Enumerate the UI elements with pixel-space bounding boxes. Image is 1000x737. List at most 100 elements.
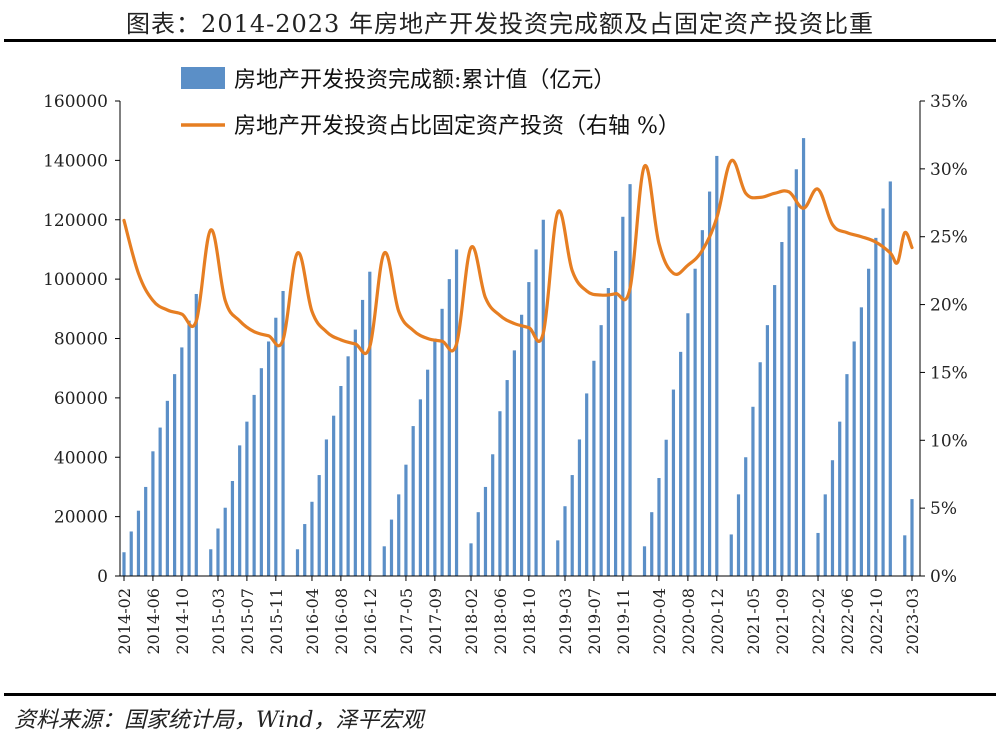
- x-tick-label: 2023-03: [903, 588, 922, 654]
- bar: [389, 519, 394, 576]
- bar: [838, 421, 842, 577]
- bar: [281, 291, 285, 576]
- bar: [534, 249, 538, 576]
- legend-bar-swatch: [181, 67, 225, 89]
- x-tick-label: 2020-12: [708, 588, 727, 654]
- right-tick-label: 15%: [930, 363, 968, 383]
- right-tick-label: 0%: [930, 567, 957, 587]
- left-tick-label: 0: [97, 567, 108, 587]
- bar: [592, 360, 596, 576]
- x-tick-label: 2020-04: [650, 588, 669, 654]
- bar: [830, 460, 835, 576]
- x-tick-label: 2018-10: [520, 588, 539, 654]
- bar: [773, 285, 777, 576]
- bar: [903, 535, 907, 576]
- bar: [180, 347, 184, 576]
- bar: [686, 313, 690, 576]
- bar: [671, 389, 676, 576]
- x-tick-label: 2015-07: [238, 588, 257, 654]
- bar: [216, 528, 220, 576]
- x-tick-label: 2022-10: [867, 588, 886, 654]
- ratio-line: [122, 158, 914, 355]
- bar: [736, 494, 741, 576]
- x-tick-label: 2019-11: [614, 588, 633, 654]
- x-tick-label: 2014-10: [173, 588, 192, 654]
- bar: [418, 399, 422, 576]
- bar: [209, 549, 213, 576]
- bar: [657, 478, 661, 576]
- bar: [758, 362, 762, 576]
- bar: [801, 138, 806, 577]
- x-tick-label: 2022-02: [809, 588, 828, 654]
- bar: [238, 445, 242, 577]
- bar: [787, 206, 791, 576]
- bar: [382, 546, 386, 576]
- bar: [715, 155, 719, 577]
- x-tick-label: 2019-07: [585, 588, 604, 654]
- bar: [266, 341, 271, 576]
- bar: [136, 510, 141, 576]
- bar: [505, 380, 509, 576]
- bar: [433, 338, 437, 576]
- bar: [679, 351, 683, 576]
- bar: [527, 282, 531, 576]
- bar: [230, 481, 235, 576]
- bar: [570, 475, 574, 576]
- bar: [447, 279, 451, 577]
- bar: [165, 400, 169, 576]
- bar: [440, 308, 444, 576]
- left-tick-label: 100000: [43, 270, 108, 290]
- x-tick-label: 2016-08: [332, 588, 351, 654]
- x-tick-label: 2017-05: [397, 588, 416, 654]
- bar: [469, 543, 473, 576]
- right-tick-label: 25%: [930, 228, 968, 248]
- bar: [729, 534, 733, 576]
- bar: [556, 540, 560, 577]
- bar: [158, 427, 162, 576]
- bar: [563, 506, 567, 576]
- bar: [317, 475, 321, 576]
- x-tick-label: 2019-03: [556, 588, 575, 654]
- bar: [151, 451, 155, 576]
- bar: [700, 230, 704, 576]
- right-tick-label: 20%: [930, 296, 968, 316]
- bar: [585, 393, 589, 576]
- bar: [483, 486, 488, 576]
- bar: [346, 356, 350, 576]
- bar: [426, 369, 430, 576]
- bar: [910, 499, 914, 576]
- source-note: 资料来源：国家统计局，Wind，泽平宏观: [14, 708, 424, 733]
- bar: [599, 325, 603, 576]
- bar: [823, 494, 827, 576]
- left-tick-label: 120000: [43, 211, 108, 231]
- x-tick-label: 2016-12: [361, 588, 380, 654]
- x-tick-label: 2017-09: [426, 588, 445, 654]
- bar: [144, 486, 148, 576]
- bar: [187, 320, 191, 576]
- bar: [498, 411, 502, 576]
- bar: [867, 268, 871, 576]
- bar: [339, 386, 343, 576]
- chart-title: 图表：2014-2023 年房地产开发投资完成额及占固定资产投资比重: [126, 10, 874, 38]
- x-tick-label: 2015-03: [209, 588, 228, 654]
- bar: [295, 549, 300, 576]
- bar: [765, 325, 770, 576]
- bar: [476, 512, 480, 576]
- bar: [368, 271, 372, 576]
- x-tick-label: 2015-11: [267, 588, 286, 654]
- bar: [310, 501, 314, 576]
- bar: [577, 439, 582, 576]
- x-tick-label: 2020-08: [679, 588, 698, 654]
- bar: [744, 457, 748, 576]
- bar: [259, 368, 263, 576]
- bar: [122, 552, 126, 576]
- right-tick-label: 35%: [930, 92, 968, 112]
- bar: [707, 191, 712, 577]
- bar: [274, 317, 278, 576]
- right-tick-label: 10%: [930, 431, 968, 451]
- left-tick-label: 140000: [43, 151, 108, 171]
- bar: [332, 415, 336, 576]
- bar: [751, 406, 755, 576]
- bar: [353, 329, 357, 576]
